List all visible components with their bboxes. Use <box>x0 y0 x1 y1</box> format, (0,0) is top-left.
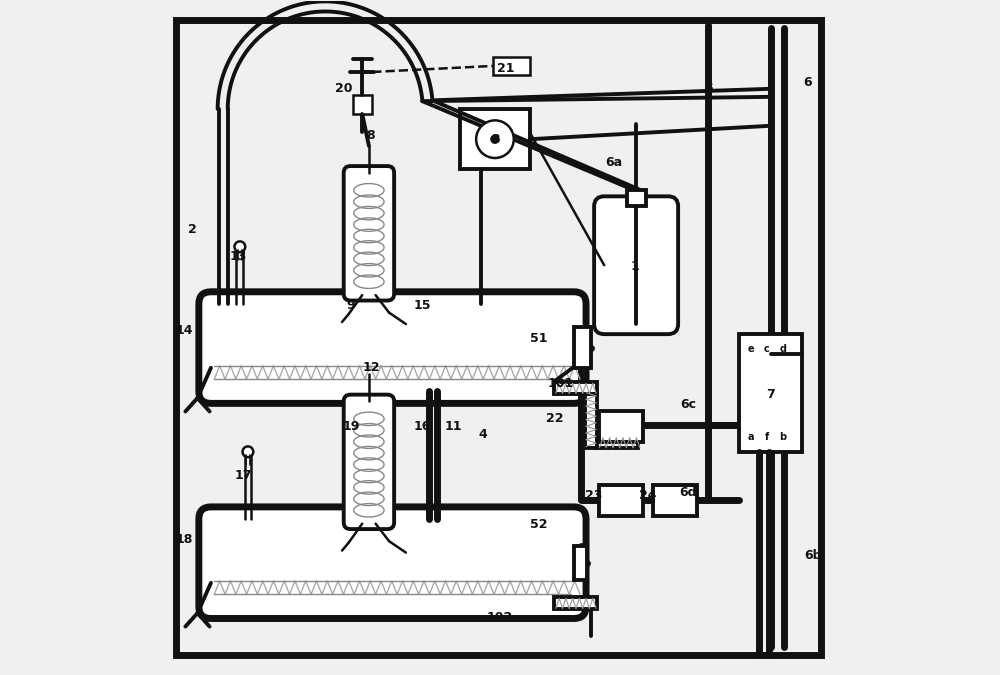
Text: 12: 12 <box>362 361 380 374</box>
Text: 4: 4 <box>479 429 488 441</box>
Text: 22: 22 <box>546 412 564 425</box>
Text: 21: 21 <box>497 62 514 75</box>
Text: 24: 24 <box>639 489 657 502</box>
Bar <box>493 57 530 76</box>
Text: 51: 51 <box>530 332 548 346</box>
Text: c: c <box>764 344 770 354</box>
Bar <box>585 394 597 448</box>
Bar <box>627 190 646 207</box>
Bar <box>599 412 643 441</box>
Text: 52: 52 <box>530 518 548 531</box>
Text: 6c: 6c <box>680 398 696 411</box>
Text: 1: 1 <box>630 261 639 273</box>
Text: 9: 9 <box>346 299 355 312</box>
Text: 17: 17 <box>234 469 252 482</box>
FancyBboxPatch shape <box>594 196 678 334</box>
Text: 6: 6 <box>704 82 713 95</box>
Text: 3: 3 <box>491 133 500 146</box>
Text: 11: 11 <box>444 420 462 433</box>
Text: 18: 18 <box>175 533 193 545</box>
Text: 6b: 6b <box>804 549 821 562</box>
Text: 14: 14 <box>175 324 193 338</box>
Text: 15: 15 <box>414 299 431 312</box>
Text: 13: 13 <box>229 250 247 263</box>
Bar <box>574 546 587 580</box>
Bar <box>554 382 597 394</box>
Bar <box>554 597 597 609</box>
Text: 6a: 6a <box>606 156 623 169</box>
Circle shape <box>243 446 253 457</box>
Text: 6d: 6d <box>679 485 697 499</box>
Bar <box>597 436 638 448</box>
Circle shape <box>476 120 514 158</box>
Text: b: b <box>779 432 787 442</box>
Text: 101: 101 <box>547 377 574 389</box>
Text: f: f <box>765 432 769 442</box>
Bar <box>599 485 643 516</box>
Text: 8: 8 <box>367 130 375 142</box>
Text: a: a <box>747 432 754 442</box>
Bar <box>574 327 591 368</box>
Circle shape <box>491 135 499 143</box>
Text: 7: 7 <box>767 388 775 401</box>
Text: 6: 6 <box>803 76 812 88</box>
FancyBboxPatch shape <box>344 395 394 529</box>
Bar <box>353 95 372 113</box>
Text: 16: 16 <box>414 420 431 433</box>
Text: d: d <box>780 344 787 354</box>
Text: e: e <box>747 344 754 354</box>
Text: 102: 102 <box>487 612 513 624</box>
Text: 2: 2 <box>188 223 196 236</box>
Text: 23: 23 <box>585 489 603 502</box>
Text: 20: 20 <box>335 82 353 95</box>
FancyBboxPatch shape <box>344 166 394 300</box>
Text: 19: 19 <box>342 420 359 433</box>
Bar <box>460 109 530 169</box>
Bar <box>739 334 802 452</box>
Bar <box>653 485 697 516</box>
FancyBboxPatch shape <box>199 292 586 404</box>
FancyBboxPatch shape <box>199 507 586 618</box>
Circle shape <box>234 242 245 252</box>
